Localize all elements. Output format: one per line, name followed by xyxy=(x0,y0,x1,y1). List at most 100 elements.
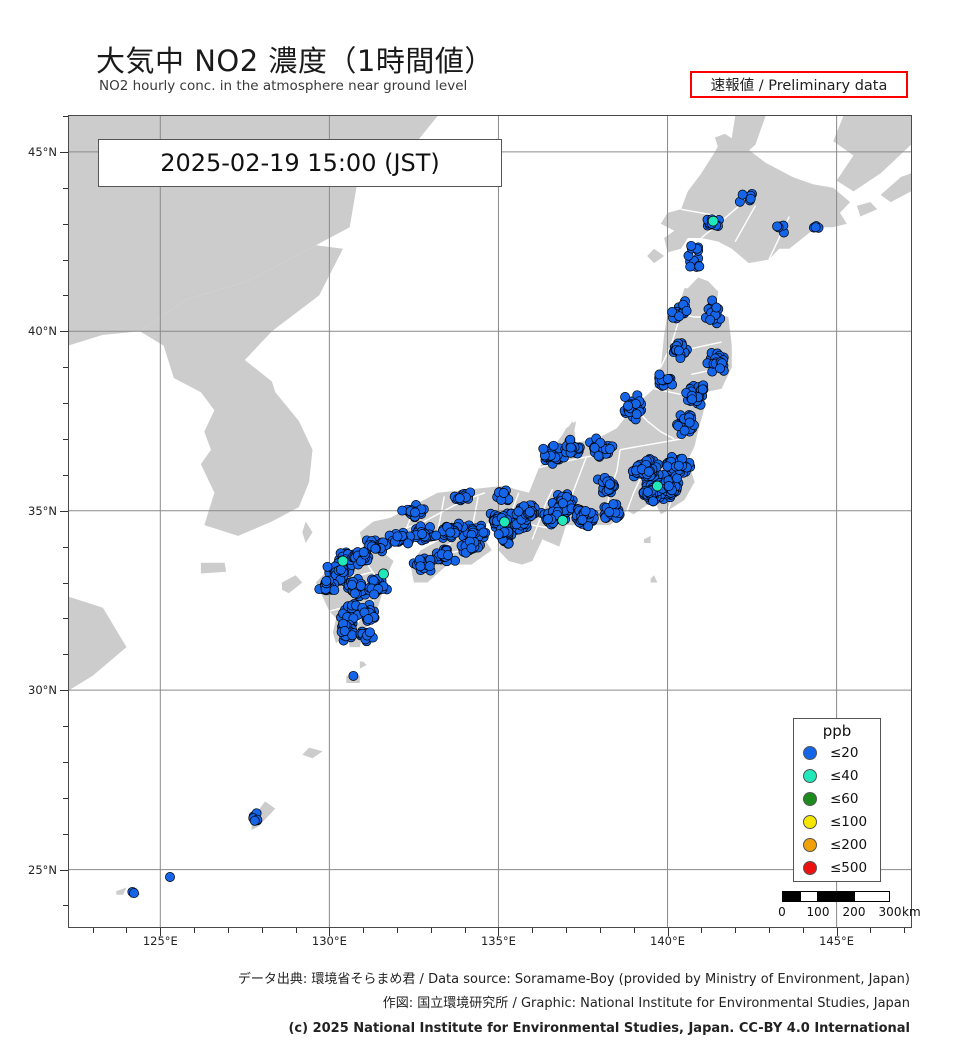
y-tick-minor xyxy=(63,726,68,728)
x-tick-minor xyxy=(633,928,635,933)
y-tick-minor xyxy=(63,582,68,584)
y-axis-label: 45°N xyxy=(28,144,57,159)
x-axis-label: 145°E xyxy=(819,934,855,948)
station-points xyxy=(127,188,824,899)
x-tick-major xyxy=(836,928,838,936)
y-axis-label: 40°N xyxy=(28,324,57,339)
x-axis-label: 125°E xyxy=(142,934,178,948)
x-tick-minor xyxy=(532,928,534,933)
scale-bar-tick-label: 300 xyxy=(878,905,902,919)
legend-color-swatch-icon xyxy=(803,768,817,783)
legend-item[interactable]: ≤60 xyxy=(794,787,880,810)
y-axis-label: 30°N xyxy=(28,683,57,698)
legend-item[interactable]: ≤100 xyxy=(794,810,880,833)
x-tick-minor xyxy=(430,928,432,933)
footer-data-source: データ出典: 環境省そらまめ君 / Data source: Soramame-… xyxy=(237,972,910,987)
x-tick-major xyxy=(329,928,331,936)
y-tick-minor xyxy=(63,797,68,799)
legend-item-label: ≤20 xyxy=(830,744,859,761)
x-tick-minor xyxy=(464,928,466,933)
x-tick-minor xyxy=(261,928,263,933)
scale-bar-segment xyxy=(818,891,854,902)
y-tick-minor xyxy=(63,438,68,440)
x-tick-minor xyxy=(295,928,297,933)
map-plot-area[interactable] xyxy=(68,115,912,928)
y-tick-minor xyxy=(63,546,68,548)
map-canvas xyxy=(69,116,911,927)
x-tick-major xyxy=(667,928,669,936)
scale-bar-tick-label: 0 xyxy=(778,905,786,919)
legend-color-swatch-icon xyxy=(803,814,817,829)
x-tick-minor xyxy=(126,928,128,933)
legend-title: ppb xyxy=(822,722,852,740)
page-subtitle: NO2 hourly conc. in the atmosphere near … xyxy=(99,78,468,94)
x-tick-minor xyxy=(599,928,601,933)
legend-item-label: ≤100 xyxy=(830,813,868,830)
scale-bar-segment xyxy=(782,891,818,902)
y-tick-minor xyxy=(63,618,68,620)
y-tick-minor xyxy=(63,367,68,369)
y-tick-minor xyxy=(63,833,68,835)
x-tick-major xyxy=(160,928,162,936)
scale-bar-segment xyxy=(854,891,890,902)
legend-item[interactable]: ≤500 xyxy=(794,856,880,879)
legend-color-swatch-icon xyxy=(803,837,817,852)
x-axis-label: 130°E xyxy=(311,934,347,948)
y-tick-minor xyxy=(63,259,68,261)
y-tick-minor xyxy=(63,223,68,225)
legend: ppb ≤20 ≤40 ≤60 ≤100 ≤200 ≤500 xyxy=(793,718,881,882)
x-tick-minor xyxy=(701,928,703,933)
x-axis-label: 135°E xyxy=(480,934,516,948)
timestamp-box: 2025-02-19 15:00 (JST) xyxy=(98,139,502,187)
y-tick-major xyxy=(60,510,68,512)
y-tick-minor xyxy=(63,474,68,476)
x-tick-minor xyxy=(363,928,365,933)
x-tick-minor xyxy=(92,928,94,933)
scale-bar-labels: km 0 100 200 300 xyxy=(770,905,920,923)
scale-bar-unit: km xyxy=(902,905,921,919)
legend-item[interactable]: ≤20 xyxy=(794,741,880,764)
y-tick-minor xyxy=(63,295,68,297)
y-tick-minor xyxy=(63,403,68,405)
y-tick-major xyxy=(60,690,68,692)
x-tick-minor xyxy=(768,928,770,933)
x-axis-label: 140°E xyxy=(650,934,685,948)
y-tick-major xyxy=(60,331,68,333)
y-tick-minor xyxy=(63,905,68,907)
x-tick-major xyxy=(498,928,500,936)
x-tick-minor xyxy=(194,928,196,933)
legend-item-label: ≤60 xyxy=(830,790,859,807)
legend-item[interactable]: ≤40 xyxy=(794,764,880,787)
status-badge: 速報値 / Preliminary data xyxy=(690,71,908,98)
x-tick-minor xyxy=(870,928,872,933)
x-tick-minor xyxy=(904,928,906,933)
y-axis-label: 25°N xyxy=(28,862,57,877)
page-title: 大気中 NO2 濃度（1時間値） xyxy=(96,44,494,78)
y-axis-label: 35°N xyxy=(28,503,57,518)
x-tick-minor xyxy=(735,928,737,933)
y-tick-minor xyxy=(63,187,68,189)
scale-bar-half xyxy=(783,892,801,901)
y-tick-major xyxy=(60,869,68,871)
legend-color-swatch-icon xyxy=(803,745,817,760)
legend-item-label: ≤500 xyxy=(830,859,868,876)
footer-copyright: (c) 2025 National Institute for Environm… xyxy=(288,1021,910,1036)
legend-item-label: ≤200 xyxy=(830,836,868,853)
legend-color-swatch-icon xyxy=(803,860,817,875)
y-tick-minor xyxy=(63,761,68,763)
scale-bar-tick-label: 100 xyxy=(806,905,830,919)
legend-item[interactable]: ≤200 xyxy=(794,833,880,856)
legend-item-label: ≤40 xyxy=(830,767,859,784)
footer-graphic-credit: 作図: 国立環境研究所 / Graphic: National Institut… xyxy=(382,996,910,1011)
x-tick-minor xyxy=(566,928,568,933)
y-tick-major xyxy=(60,151,68,153)
y-tick-minor xyxy=(63,654,68,656)
scale-bar-tick-label: 200 xyxy=(842,905,866,919)
legend-rows: ≤20 ≤40 ≤60 ≤100 ≤200 ≤500 xyxy=(794,741,880,879)
x-tick-minor xyxy=(802,928,804,933)
legend-color-swatch-icon xyxy=(803,791,817,806)
x-tick-minor xyxy=(397,928,398,933)
y-tick-minor xyxy=(63,116,68,117)
scale-bar xyxy=(782,891,890,902)
